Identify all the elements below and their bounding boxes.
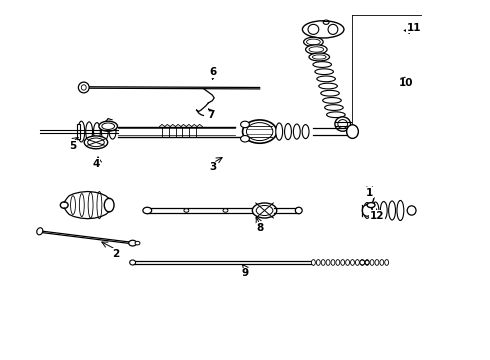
Ellipse shape xyxy=(372,202,379,219)
Ellipse shape xyxy=(385,260,389,265)
Ellipse shape xyxy=(319,83,337,89)
Ellipse shape xyxy=(256,206,273,216)
Ellipse shape xyxy=(71,196,75,215)
Ellipse shape xyxy=(246,123,273,140)
Ellipse shape xyxy=(336,260,340,265)
Ellipse shape xyxy=(365,260,369,265)
Ellipse shape xyxy=(315,69,333,75)
Ellipse shape xyxy=(321,260,325,265)
Ellipse shape xyxy=(307,39,320,45)
Ellipse shape xyxy=(302,21,344,38)
Ellipse shape xyxy=(323,20,329,24)
Ellipse shape xyxy=(129,240,137,246)
Text: 3: 3 xyxy=(210,162,217,172)
Ellipse shape xyxy=(345,260,349,265)
Ellipse shape xyxy=(101,123,108,140)
Ellipse shape xyxy=(306,45,327,54)
Ellipse shape xyxy=(88,138,104,147)
Ellipse shape xyxy=(308,24,319,35)
Ellipse shape xyxy=(321,90,339,96)
Ellipse shape xyxy=(346,125,358,138)
Ellipse shape xyxy=(364,203,370,219)
Ellipse shape xyxy=(313,55,326,59)
Ellipse shape xyxy=(99,121,118,131)
Text: 10: 10 xyxy=(399,78,414,88)
Bar xyxy=(77,124,80,139)
Ellipse shape xyxy=(370,260,374,265)
Text: 12: 12 xyxy=(369,211,384,221)
Polygon shape xyxy=(64,192,109,219)
Ellipse shape xyxy=(328,24,338,35)
Ellipse shape xyxy=(304,37,323,46)
Ellipse shape xyxy=(380,202,387,220)
Ellipse shape xyxy=(143,207,152,214)
Ellipse shape xyxy=(362,205,372,216)
Ellipse shape xyxy=(323,98,341,103)
Ellipse shape xyxy=(94,123,100,140)
Ellipse shape xyxy=(335,117,350,131)
Ellipse shape xyxy=(130,260,136,265)
Ellipse shape xyxy=(60,202,68,208)
Ellipse shape xyxy=(78,121,85,142)
Text: 9: 9 xyxy=(242,268,248,278)
Text: 6: 6 xyxy=(210,67,217,77)
Ellipse shape xyxy=(312,260,316,265)
Ellipse shape xyxy=(294,124,300,139)
Ellipse shape xyxy=(309,47,324,52)
Ellipse shape xyxy=(327,112,345,118)
Ellipse shape xyxy=(241,135,249,142)
Ellipse shape xyxy=(326,260,330,265)
Text: 4: 4 xyxy=(92,159,99,169)
Ellipse shape xyxy=(341,260,344,265)
Ellipse shape xyxy=(285,123,292,140)
Ellipse shape xyxy=(380,260,384,265)
Ellipse shape xyxy=(88,192,93,218)
Ellipse shape xyxy=(109,124,116,139)
Ellipse shape xyxy=(104,198,114,212)
Ellipse shape xyxy=(317,76,335,82)
Ellipse shape xyxy=(86,122,93,141)
Text: 8: 8 xyxy=(256,224,263,233)
Ellipse shape xyxy=(79,194,84,217)
Ellipse shape xyxy=(295,207,302,214)
Text: 2: 2 xyxy=(112,248,119,258)
Ellipse shape xyxy=(78,82,89,93)
Ellipse shape xyxy=(102,123,115,130)
Ellipse shape xyxy=(252,203,277,218)
Ellipse shape xyxy=(397,201,404,221)
Ellipse shape xyxy=(350,260,354,265)
Ellipse shape xyxy=(81,85,86,90)
Ellipse shape xyxy=(389,201,395,220)
Text: 7: 7 xyxy=(207,111,215,121)
Ellipse shape xyxy=(325,105,343,111)
Ellipse shape xyxy=(375,260,379,265)
Ellipse shape xyxy=(241,121,249,128)
Ellipse shape xyxy=(302,125,309,139)
Text: 11: 11 xyxy=(406,23,421,33)
Ellipse shape xyxy=(223,209,228,212)
Ellipse shape xyxy=(360,260,364,265)
Ellipse shape xyxy=(276,123,283,140)
Ellipse shape xyxy=(135,241,140,245)
Ellipse shape xyxy=(338,120,347,129)
Ellipse shape xyxy=(317,260,320,265)
Ellipse shape xyxy=(407,206,416,215)
Ellipse shape xyxy=(84,136,108,149)
Ellipse shape xyxy=(355,260,359,265)
Text: 5: 5 xyxy=(70,141,76,151)
Ellipse shape xyxy=(360,260,365,265)
Ellipse shape xyxy=(243,120,277,143)
Ellipse shape xyxy=(97,192,102,219)
Ellipse shape xyxy=(309,53,330,61)
Text: 1: 1 xyxy=(366,188,373,198)
Ellipse shape xyxy=(313,62,331,67)
Ellipse shape xyxy=(367,203,375,208)
Ellipse shape xyxy=(184,209,189,212)
Ellipse shape xyxy=(365,260,369,265)
Ellipse shape xyxy=(37,228,43,235)
Ellipse shape xyxy=(331,260,335,265)
